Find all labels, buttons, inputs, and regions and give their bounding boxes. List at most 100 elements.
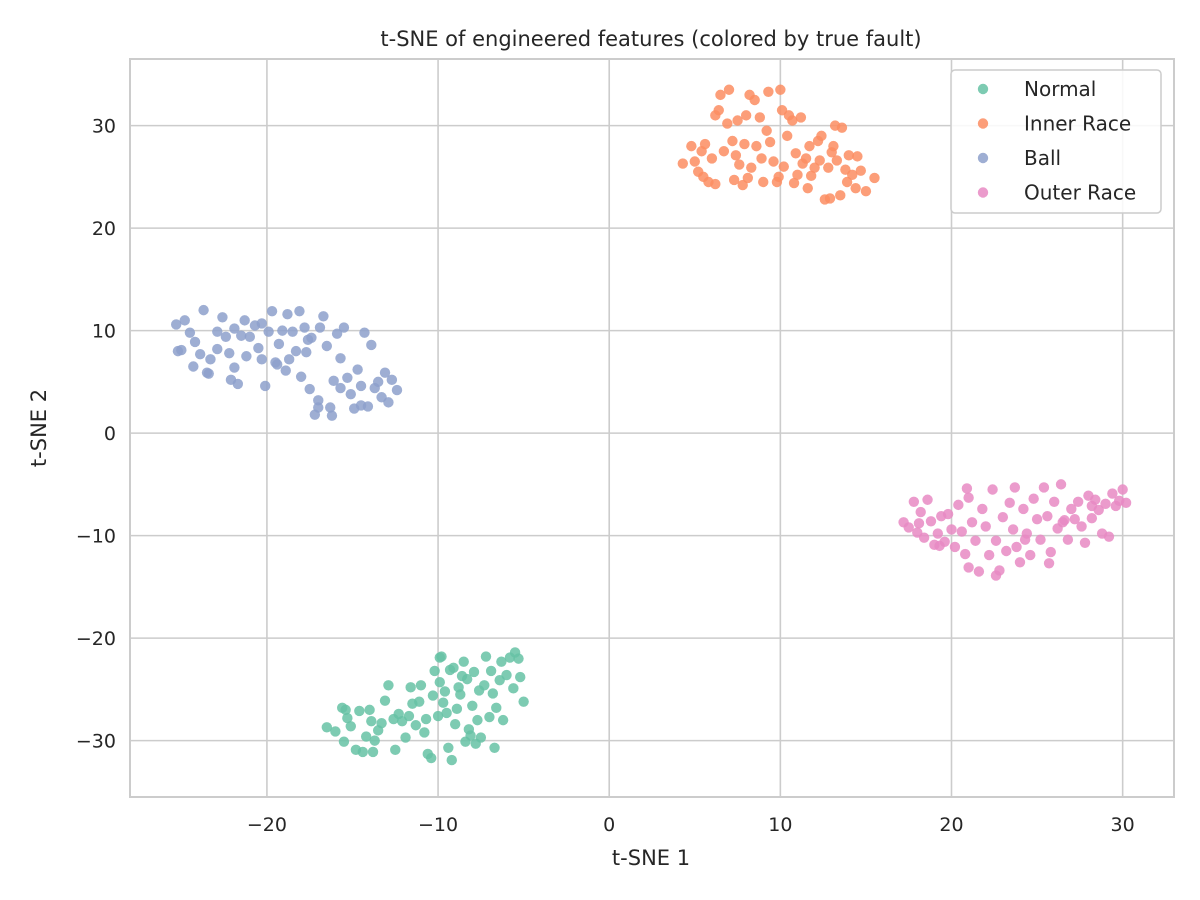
data-point: [283, 354, 295, 365]
data-point: [302, 334, 314, 346]
data-point: [426, 752, 437, 764]
data-point: [723, 84, 735, 95]
data-point: [217, 312, 228, 323]
data-point: [372, 376, 384, 388]
data-point: [501, 669, 512, 681]
data-point: [513, 653, 524, 664]
data-point: [376, 718, 387, 729]
data-point: [414, 696, 425, 707]
data-point: [326, 410, 338, 421]
y-axis-title: t-SNE 2: [27, 389, 51, 467]
data-point: [903, 522, 914, 533]
data-point: [824, 193, 836, 204]
data-point: [788, 177, 800, 189]
data-point: [850, 182, 861, 194]
series-inner-race: [677, 84, 880, 205]
data-point: [390, 744, 401, 756]
data-point: [1004, 497, 1015, 509]
data-point: [472, 714, 483, 726]
x-tick-label: 10: [768, 814, 792, 836]
data-point: [451, 703, 463, 715]
data-point: [184, 327, 196, 338]
data-point: [1076, 521, 1087, 532]
data-point: [301, 346, 312, 358]
data-point: [379, 367, 391, 378]
data-point: [480, 651, 492, 662]
data-point: [960, 548, 971, 560]
data-point: [198, 304, 209, 316]
data-point: [345, 721, 356, 732]
x-tick-label: −10: [418, 814, 458, 836]
data-point: [176, 344, 187, 356]
data-point: [366, 339, 377, 351]
data-point: [795, 112, 807, 123]
data-point: [229, 323, 240, 334]
data-point: [314, 322, 326, 333]
data-point: [814, 155, 825, 166]
data-point: [224, 347, 235, 359]
data-point: [728, 174, 740, 186]
data-point: [718, 146, 730, 157]
legend-label: Normal: [1024, 77, 1096, 101]
data-point: [706, 153, 718, 164]
data-point: [239, 315, 250, 326]
data-point: [266, 305, 278, 317]
data-point: [1035, 534, 1046, 545]
data-point: [913, 518, 925, 529]
data-point: [1120, 497, 1132, 509]
series-ball: [171, 304, 403, 421]
data-point: [244, 331, 256, 342]
data-point: [484, 711, 495, 723]
data-point: [1072, 496, 1084, 507]
data-point: [313, 395, 324, 406]
data-point: [730, 150, 742, 161]
data-point: [299, 322, 310, 333]
x-tick-label: 30: [1111, 814, 1135, 836]
data-point: [295, 371, 307, 382]
data-point: [1057, 517, 1068, 528]
data-point: [722, 118, 733, 129]
data-point: [746, 162, 757, 173]
tick-labels: −20 −10 0 10 20 30 −30 −20 −10 0 10 20 30: [76, 116, 1135, 836]
y-tick-label: −10: [76, 526, 116, 548]
data-point: [922, 494, 933, 505]
series-outer-race: [898, 479, 1132, 581]
legend-box: [950, 69, 1162, 214]
data-point: [925, 516, 937, 527]
data-point: [686, 140, 697, 152]
data-point: [241, 351, 252, 362]
data-point: [1018, 503, 1029, 515]
data-point: [367, 746, 379, 758]
data-point: [189, 336, 201, 348]
data-point: [441, 707, 452, 719]
data-point: [203, 368, 214, 379]
data-point: [855, 165, 866, 176]
data-point: [1009, 482, 1021, 493]
data-point: [843, 150, 855, 161]
data-point: [335, 353, 346, 364]
data-point: [354, 705, 365, 717]
data-point: [908, 496, 920, 507]
data-point: [983, 549, 995, 561]
data-point: [1069, 514, 1080, 525]
data-point: [953, 499, 964, 511]
data-point: [699, 138, 711, 150]
data-point: [805, 170, 817, 182]
data-point: [956, 526, 967, 537]
legend-marker: [977, 152, 989, 164]
data-point: [342, 712, 353, 724]
data-point: [220, 331, 232, 342]
data-point: [345, 388, 356, 400]
data-point: [194, 349, 206, 360]
legend-marker: [977, 83, 989, 95]
data-point: [487, 688, 499, 699]
data-point: [282, 309, 293, 320]
data-point: [369, 735, 380, 746]
data-point: [360, 731, 372, 742]
data-point: [758, 176, 769, 188]
data-point: [496, 656, 507, 667]
y-tick-label: 0: [104, 423, 116, 445]
data-point: [751, 140, 762, 152]
data-point: [171, 319, 182, 330]
data-point: [290, 345, 302, 357]
